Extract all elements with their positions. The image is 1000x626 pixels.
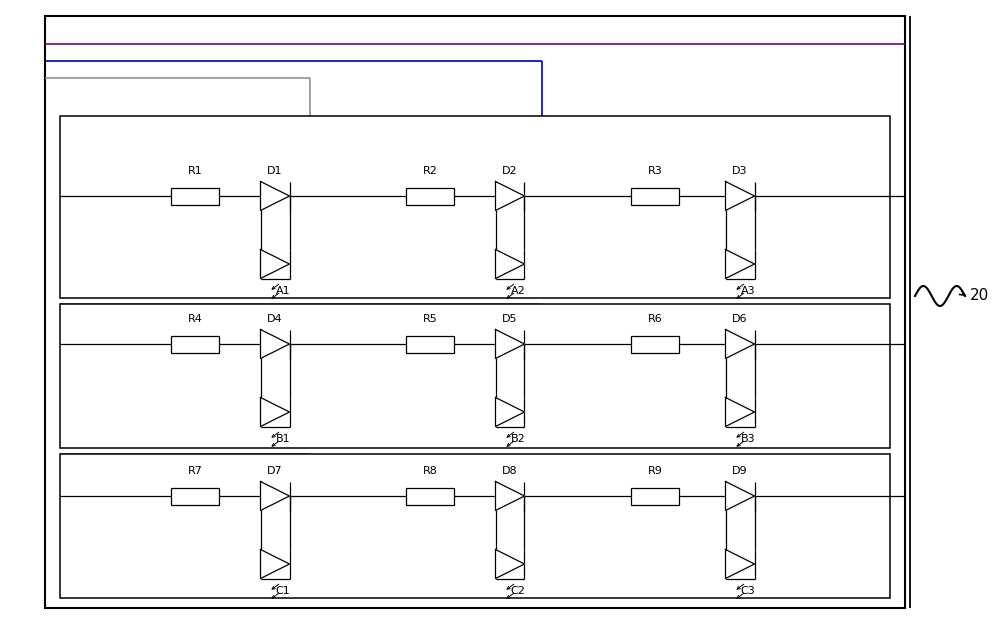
Text: A3: A3 xyxy=(741,285,755,295)
Bar xyxy=(631,488,679,505)
Text: D2: D2 xyxy=(502,166,518,176)
Polygon shape xyxy=(726,250,755,279)
Text: 20: 20 xyxy=(970,289,989,304)
Text: C3: C3 xyxy=(741,585,755,595)
Polygon shape xyxy=(726,182,755,210)
Text: R2: R2 xyxy=(423,166,437,176)
Polygon shape xyxy=(496,550,524,578)
Bar xyxy=(45,16,905,608)
Text: R1: R1 xyxy=(188,166,202,176)
Text: R7: R7 xyxy=(188,466,202,476)
Text: B1: B1 xyxy=(276,433,290,443)
Text: D8: D8 xyxy=(502,466,518,476)
Bar xyxy=(60,454,890,598)
Polygon shape xyxy=(726,481,755,510)
Polygon shape xyxy=(726,550,755,578)
Text: R3: R3 xyxy=(648,166,662,176)
Bar xyxy=(406,336,454,352)
Text: R4: R4 xyxy=(188,314,202,324)
Polygon shape xyxy=(496,481,524,510)
Bar xyxy=(406,188,454,205)
Text: R5: R5 xyxy=(423,314,437,324)
Polygon shape xyxy=(260,250,290,279)
Polygon shape xyxy=(496,182,524,210)
Text: D3: D3 xyxy=(732,166,748,176)
Polygon shape xyxy=(260,329,290,359)
Text: R8: R8 xyxy=(423,466,437,476)
Bar xyxy=(60,304,890,448)
Polygon shape xyxy=(496,250,524,279)
Bar xyxy=(171,188,219,205)
Bar xyxy=(631,188,679,205)
Bar xyxy=(171,336,219,352)
Text: D5: D5 xyxy=(502,314,518,324)
Polygon shape xyxy=(726,398,755,426)
Text: C1: C1 xyxy=(276,585,290,595)
Polygon shape xyxy=(260,182,290,210)
Polygon shape xyxy=(260,481,290,510)
Text: R9: R9 xyxy=(648,466,662,476)
Text: D7: D7 xyxy=(267,466,283,476)
Text: A2: A2 xyxy=(511,285,525,295)
Text: D6: D6 xyxy=(732,314,748,324)
Polygon shape xyxy=(260,550,290,578)
Text: D1: D1 xyxy=(267,166,283,176)
Text: C2: C2 xyxy=(511,585,525,595)
Bar xyxy=(171,488,219,505)
Text: D4: D4 xyxy=(267,314,283,324)
Bar xyxy=(406,488,454,505)
Text: D9: D9 xyxy=(732,466,748,476)
Polygon shape xyxy=(496,329,524,359)
Text: R6: R6 xyxy=(648,314,662,324)
Text: B3: B3 xyxy=(741,433,755,443)
Polygon shape xyxy=(726,329,755,359)
Bar xyxy=(631,336,679,352)
Text: A1: A1 xyxy=(276,285,290,295)
Bar xyxy=(60,116,890,298)
Polygon shape xyxy=(260,398,290,426)
Polygon shape xyxy=(496,398,524,426)
Text: B2: B2 xyxy=(511,433,525,443)
